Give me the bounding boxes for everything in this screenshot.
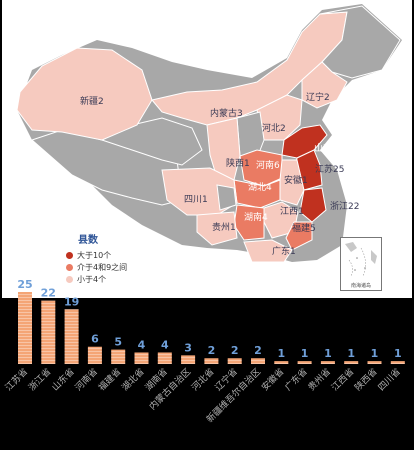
region-zhejiang (299, 187, 327, 223)
legend-item-low: 小于4个 (66, 273, 127, 285)
label-liaoning: 辽宁2 (306, 91, 330, 103)
bar-value-label-16: 1 (394, 347, 402, 360)
category-label-0: 江苏省 (3, 366, 31, 394)
bar-texture-5 (134, 352, 149, 364)
legend-label-high: 大于10个 (77, 250, 112, 260)
label-anhui: 安徽1 (284, 174, 308, 186)
bar-value-label-9: 2 (231, 344, 239, 357)
bar-value-label-1: 22 (41, 287, 56, 300)
bar-value-label-2: 19 (64, 295, 79, 308)
legend-dot-high (66, 251, 73, 259)
label-zhejiang: 浙江22 (330, 200, 359, 212)
label-henan: 河南6 (256, 159, 280, 171)
bar-texture-9 (227, 358, 242, 364)
legend-dot-low (66, 275, 73, 283)
region-northeast (319, 5, 401, 79)
category-label-2: 山东省 (49, 366, 77, 394)
inset-label: 南海诸岛 (350, 283, 371, 289)
legend-item-high: 大于10个 (66, 249, 127, 261)
region-fujian (285, 221, 313, 251)
bars (18, 292, 405, 364)
label-jiangsu: 江苏25 (315, 163, 344, 175)
category-label-15: 陕西省 (352, 366, 380, 394)
category-label-5: 湖北省 (119, 366, 147, 394)
region-chongqing (216, 184, 237, 211)
label-jiangxi: 江西1 (280, 206, 304, 217)
category-label-4: 福建省 (96, 366, 124, 394)
label-sichuan: 四川1 (184, 195, 208, 205)
china-map-panel: 新疆2 内蒙古3 辽宁2 河北2 山东19 陕西1 河南6 江苏25 安徽1 湖… (2, 0, 412, 298)
bar-texture-2 (64, 309, 79, 364)
label-hubei: 湖北4 (248, 182, 272, 193)
bar-value-label-0: 25 (17, 278, 32, 291)
category-label-11: 安徽省 (259, 366, 287, 394)
label-neimenggu: 内蒙古3 (210, 107, 243, 119)
region-liaoning (301, 61, 348, 109)
bar-texture-6 (157, 352, 172, 364)
label-shandong: 山东19 (314, 142, 344, 154)
bar-texture-14 (344, 361, 359, 364)
region-shandong (281, 124, 328, 159)
bar-texture-4 (111, 349, 126, 364)
category-label-12: 广东省 (282, 366, 310, 394)
region-xinjiang (16, 47, 153, 141)
bar-value-label-6: 4 (161, 338, 169, 351)
category-label-3: 河南省 (72, 366, 100, 394)
bar-value-label-13: 1 (324, 347, 332, 360)
legend-title: 县数 (78, 235, 98, 246)
map-legend: 县数 大于10个 介于4和9之间 小于4个 (66, 231, 127, 285)
bar-texture-7 (181, 355, 196, 364)
legend-label-low: 小于4个 (77, 274, 107, 284)
bar-texture-3 (87, 346, 102, 364)
bar-value-label-7: 3 (184, 341, 192, 354)
bar-texture-16 (390, 361, 405, 364)
label-hunan: 湖南4 (244, 211, 268, 223)
region-sichuan (161, 167, 238, 216)
south-china-sea-inset: 南海诸岛 (340, 237, 382, 291)
legend-label-mid: 介于4和9之间 (77, 262, 128, 272)
bar-value-label-10: 2 (254, 344, 262, 357)
bar-texture-0 (18, 292, 32, 364)
bar-texture-15 (367, 361, 382, 364)
bar-texture-11 (274, 361, 289, 364)
legend-item-mid: 介于4和9之间 (66, 261, 127, 273)
label-xinjiang: 新疆2 (80, 95, 104, 107)
label-fujian: 福建5 (292, 222, 316, 234)
bar-texture-10 (251, 358, 265, 364)
label-hebei: 河北2 (262, 122, 286, 134)
category-label-16: 四川省 (375, 366, 403, 394)
bar-value-label-14: 1 (347, 347, 355, 360)
bar-texture-12 (297, 361, 312, 364)
label-guizhou: 贵州1 (212, 221, 236, 233)
bar-texture-1 (41, 300, 56, 364)
inset-map (345, 242, 377, 277)
legend-dot-mid (66, 263, 73, 271)
bar-value-label-4: 5 (114, 336, 122, 349)
bar-value-label-15: 1 (371, 347, 379, 360)
category-label-14: 江西省 (329, 366, 357, 394)
bar-texture-13 (320, 361, 335, 364)
bar-value-label-12: 1 (301, 347, 309, 360)
bar-texture-8 (204, 358, 219, 364)
bar-value-label-3: 6 (91, 333, 99, 346)
bar-value-label-11: 1 (277, 347, 285, 360)
bar-value-label-8: 2 (208, 344, 216, 357)
region-guangdong (243, 239, 293, 263)
label-shaanxi: 陕西1 (226, 157, 250, 169)
china-map: 新疆2 内蒙古3 辽宁2 河北2 山东19 陕西1 河南6 江苏25 安徽1 湖… (16, 4, 402, 263)
category-labels: 江苏省浙江省山东省河南省福建省湖北省湖南省内蒙古自治区河北省辽宁省新疆维吾尔自治… (3, 366, 403, 425)
region-guizhou (196, 211, 238, 246)
category-label-13: 贵州省 (305, 366, 333, 394)
bar-value-label-5: 4 (138, 338, 146, 351)
category-label-8: 河北省 (189, 366, 217, 394)
label-guangdong: 广东1 (272, 245, 296, 257)
category-label-1: 浙江省 (26, 366, 54, 394)
